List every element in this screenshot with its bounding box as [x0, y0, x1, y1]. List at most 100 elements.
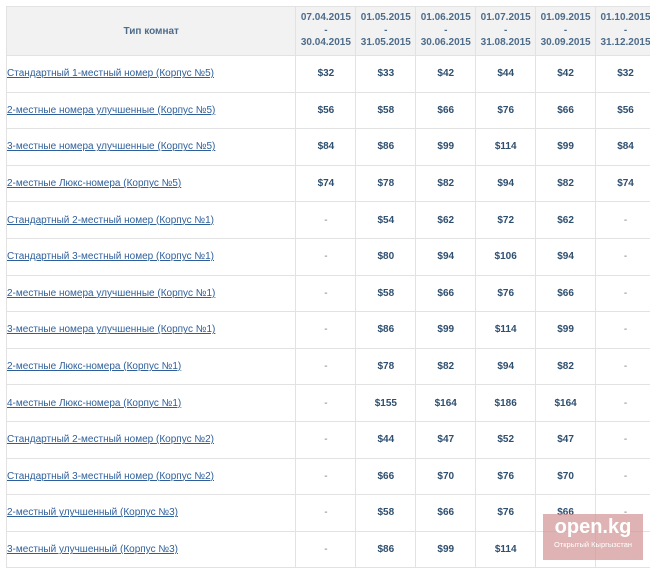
price-cell: $42 — [535, 55, 597, 93]
price-cell: $52 — [475, 420, 537, 459]
price-cell: $70 — [415, 457, 477, 496]
price-cell: - — [595, 457, 650, 496]
room-type-link[interactable]: 2-местные Люкс-номера (Корпус №5) — [7, 178, 182, 190]
period-from: 01.07.2015 — [480, 12, 531, 24]
period-header: 01.10.2015-31.12.2015 — [595, 6, 650, 56]
price-cell: - — [295, 494, 357, 532]
table-row: 2-местные номера улучшенные (Корпус №1) -… — [5, 274, 650, 313]
room-type-link[interactable]: 2-местные Люкс-номера (Корпус №1) — [7, 361, 182, 373]
price-cell: - — [595, 201, 650, 239]
room-type-link[interactable]: 3-местный улучшенный (Корпус №3) — [7, 544, 178, 556]
price-cell: $42 — [415, 55, 477, 93]
room-type-cell: Стандартный 3-местный номер (Корпус №2) — [5, 457, 297, 496]
price-cell: - — [295, 420, 357, 459]
period-sep: - — [504, 24, 508, 36]
price-cell: $114 — [475, 530, 537, 569]
room-type-header: Тип комнат — [5, 6, 297, 56]
price-cell: $99 — [535, 311, 597, 349]
price-cell: $62 — [535, 201, 597, 239]
room-type-cell: 3-местные номера улучшенные (Корпус №5) — [5, 128, 297, 166]
room-type-link[interactable]: 2-местный улучшенный (Корпус №3) — [7, 507, 178, 519]
price-cell: $33 — [355, 55, 417, 93]
table-row: 2-местные Люкс-номера (Корпус №5) $74 $78 $… — [5, 164, 650, 203]
price-cell: $186 — [475, 384, 537, 422]
period-sep: - — [623, 24, 628, 36]
price-cell: $94 — [475, 164, 537, 203]
period-to: 30.04.2015 — [300, 37, 351, 49]
period-header: 01.07.2015-31.08.2015 — [475, 6, 537, 56]
period-from: 01.10.2015 — [600, 12, 650, 24]
room-type-link[interactable]: Стандартный 2-местный номер (Корпус №2) — [7, 434, 214, 446]
room-rates-table: Тип комнат 07.04.2015-30.04.2015 01.05.20… — [5, 6, 650, 569]
room-type-link[interactable]: 2-местные номера улучшенные (Корпус №1) — [7, 287, 216, 299]
price-cell: $66 — [535, 91, 597, 130]
price-cell: $164 — [535, 384, 597, 422]
price-cell: $99 — [415, 128, 477, 166]
table-row: Стандартный 3-местный номер (Корпус №2) -… — [5, 457, 650, 496]
room-type-cell: 2-местные номера улучшенные (Корпус №1) — [5, 274, 297, 313]
room-type-cell: Стандартный 1-местный номер (Корпус №5) — [5, 55, 297, 93]
price-cell: $84 — [295, 128, 357, 166]
price-cell: $155 — [355, 384, 417, 422]
price-cell: $114 — [475, 128, 537, 166]
room-type-link[interactable]: Стандартный 3-местный номер (Корпус №2) — [7, 470, 214, 482]
price-cell: $164 — [415, 384, 477, 422]
price-cell: $54 — [355, 201, 417, 239]
price-cell: $82 — [415, 347, 477, 386]
price-cell: $86 — [355, 311, 417, 349]
table-row: Стандартный 2-местный номер (Корпус №2) -… — [5, 420, 650, 459]
table-body: Стандартный 1-местный номер (Корпус №5) $… — [5, 55, 650, 569]
period-header: 07.04.2015-30.04.2015 — [295, 6, 357, 56]
room-type-link[interactable]: 3-местные номера улучшенные (Корпус №5) — [7, 141, 216, 153]
price-cell: $106 — [475, 237, 537, 276]
price-cell: $94 — [535, 237, 597, 276]
watermark-logo: open.kg — [554, 516, 632, 538]
period-sep: - — [384, 24, 388, 36]
room-type-cell: 3-местный улучшенный (Корпус №3) — [5, 530, 297, 569]
price-cell: - — [595, 420, 650, 459]
table-row: 3-местные номера улучшенные (Корпус №1) -… — [5, 311, 650, 349]
period-from: 01.05.2015 — [360, 12, 411, 24]
period-header: 01.09.2015-30.09.2015 — [535, 6, 597, 56]
table-row: 2-местный улучшенный (Корпус №3) - $58 $66 $… — [5, 494, 650, 532]
room-type-link[interactable]: 3-местные номера улучшенные (Корпус №1) — [7, 324, 216, 336]
period-from: 07.04.2015 — [300, 12, 351, 24]
price-cell: $72 — [475, 201, 537, 239]
room-type-link[interactable]: Стандартный 2-местный номер (Корпус №1) — [7, 214, 214, 226]
price-cell: $32 — [295, 55, 357, 93]
price-cell: - — [295, 201, 357, 239]
room-type-cell: 2-местные Люкс-номера (Корпус №1) — [5, 347, 297, 386]
watermark-caption: Открытый Кыргызстан — [553, 540, 633, 549]
price-cell: $47 — [535, 420, 597, 459]
price-cell: $44 — [355, 420, 417, 459]
price-cell: $66 — [415, 494, 477, 532]
price-cell: $99 — [535, 128, 597, 166]
period-header: 01.06.2015-30.06.2015 — [415, 6, 477, 56]
price-cell: $82 — [535, 347, 597, 386]
price-cell: - — [295, 237, 357, 276]
room-type-link[interactable]: Стандартный 3-местный номер (Корпус №1) — [7, 251, 214, 263]
room-type-link[interactable]: 2-местные номера улучшенные (Корпус №5) — [7, 104, 216, 116]
price-cell: $99 — [415, 530, 477, 569]
room-type-cell: 2-местные Люкс-номера (Корпус №5) — [5, 164, 297, 203]
price-cell: $62 — [415, 201, 477, 239]
table-row: 4-местные Люкс-номера (Корпус №1) - $155 $1… — [5, 384, 650, 422]
period-sep: - — [444, 24, 448, 36]
room-type-link[interactable]: Стандартный 1-местный номер (Корпус №5) — [7, 68, 214, 80]
price-cell: $99 — [415, 311, 477, 349]
period-to: 31.08.2015 — [480, 37, 531, 49]
table-header-row: Тип комнат 07.04.2015-30.04.2015 01.05.20… — [5, 6, 650, 56]
price-cell: $82 — [535, 164, 597, 203]
price-cell: - — [295, 530, 357, 569]
price-cell: $76 — [475, 457, 537, 496]
period-from: 01.09.2015 — [540, 12, 591, 24]
price-cell: $78 — [355, 347, 417, 386]
price-cell: $32 — [595, 55, 650, 93]
price-cell: $114 — [475, 311, 537, 349]
price-cell: $70 — [535, 457, 597, 496]
room-type-link[interactable]: 4-местные Люкс-номера (Корпус №1) — [7, 397, 182, 409]
period-to: 31.05.2015 — [360, 37, 411, 49]
price-cell: $56 — [595, 91, 650, 130]
price-cell: $47 — [415, 420, 477, 459]
price-cell: $74 — [595, 164, 650, 203]
